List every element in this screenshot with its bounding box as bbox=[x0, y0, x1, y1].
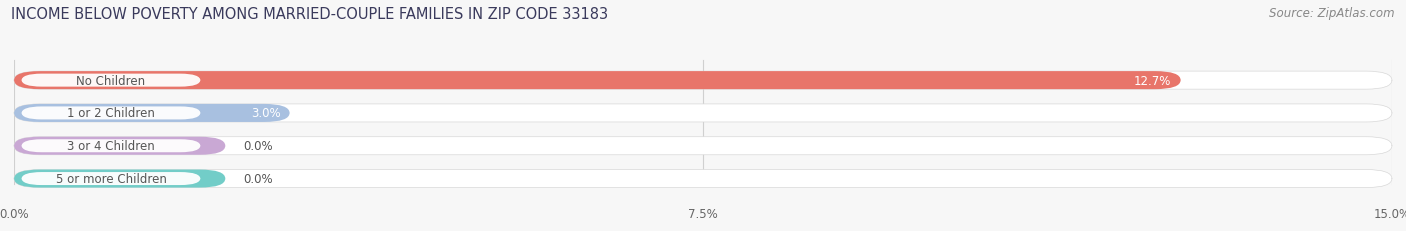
FancyBboxPatch shape bbox=[14, 137, 225, 155]
FancyBboxPatch shape bbox=[14, 170, 225, 188]
Text: 3.0%: 3.0% bbox=[250, 107, 280, 120]
Text: Source: ZipAtlas.com: Source: ZipAtlas.com bbox=[1270, 7, 1395, 20]
FancyBboxPatch shape bbox=[14, 104, 290, 122]
Text: 0.0%: 0.0% bbox=[243, 172, 273, 185]
FancyBboxPatch shape bbox=[21, 172, 201, 185]
Text: 1 or 2 Children: 1 or 2 Children bbox=[67, 107, 155, 120]
FancyBboxPatch shape bbox=[14, 170, 1392, 188]
FancyBboxPatch shape bbox=[14, 137, 1392, 155]
Text: 5 or more Children: 5 or more Children bbox=[55, 172, 166, 185]
Text: No Children: No Children bbox=[76, 74, 146, 87]
FancyBboxPatch shape bbox=[21, 74, 201, 87]
Text: 0.0%: 0.0% bbox=[243, 140, 273, 153]
FancyBboxPatch shape bbox=[14, 104, 1392, 122]
Text: INCOME BELOW POVERTY AMONG MARRIED-COUPLE FAMILIES IN ZIP CODE 33183: INCOME BELOW POVERTY AMONG MARRIED-COUPL… bbox=[11, 7, 609, 22]
FancyBboxPatch shape bbox=[21, 107, 201, 120]
Text: 3 or 4 Children: 3 or 4 Children bbox=[67, 140, 155, 153]
Text: 12.7%: 12.7% bbox=[1135, 74, 1171, 87]
FancyBboxPatch shape bbox=[21, 140, 201, 153]
FancyBboxPatch shape bbox=[14, 72, 1392, 90]
FancyBboxPatch shape bbox=[14, 72, 1181, 90]
